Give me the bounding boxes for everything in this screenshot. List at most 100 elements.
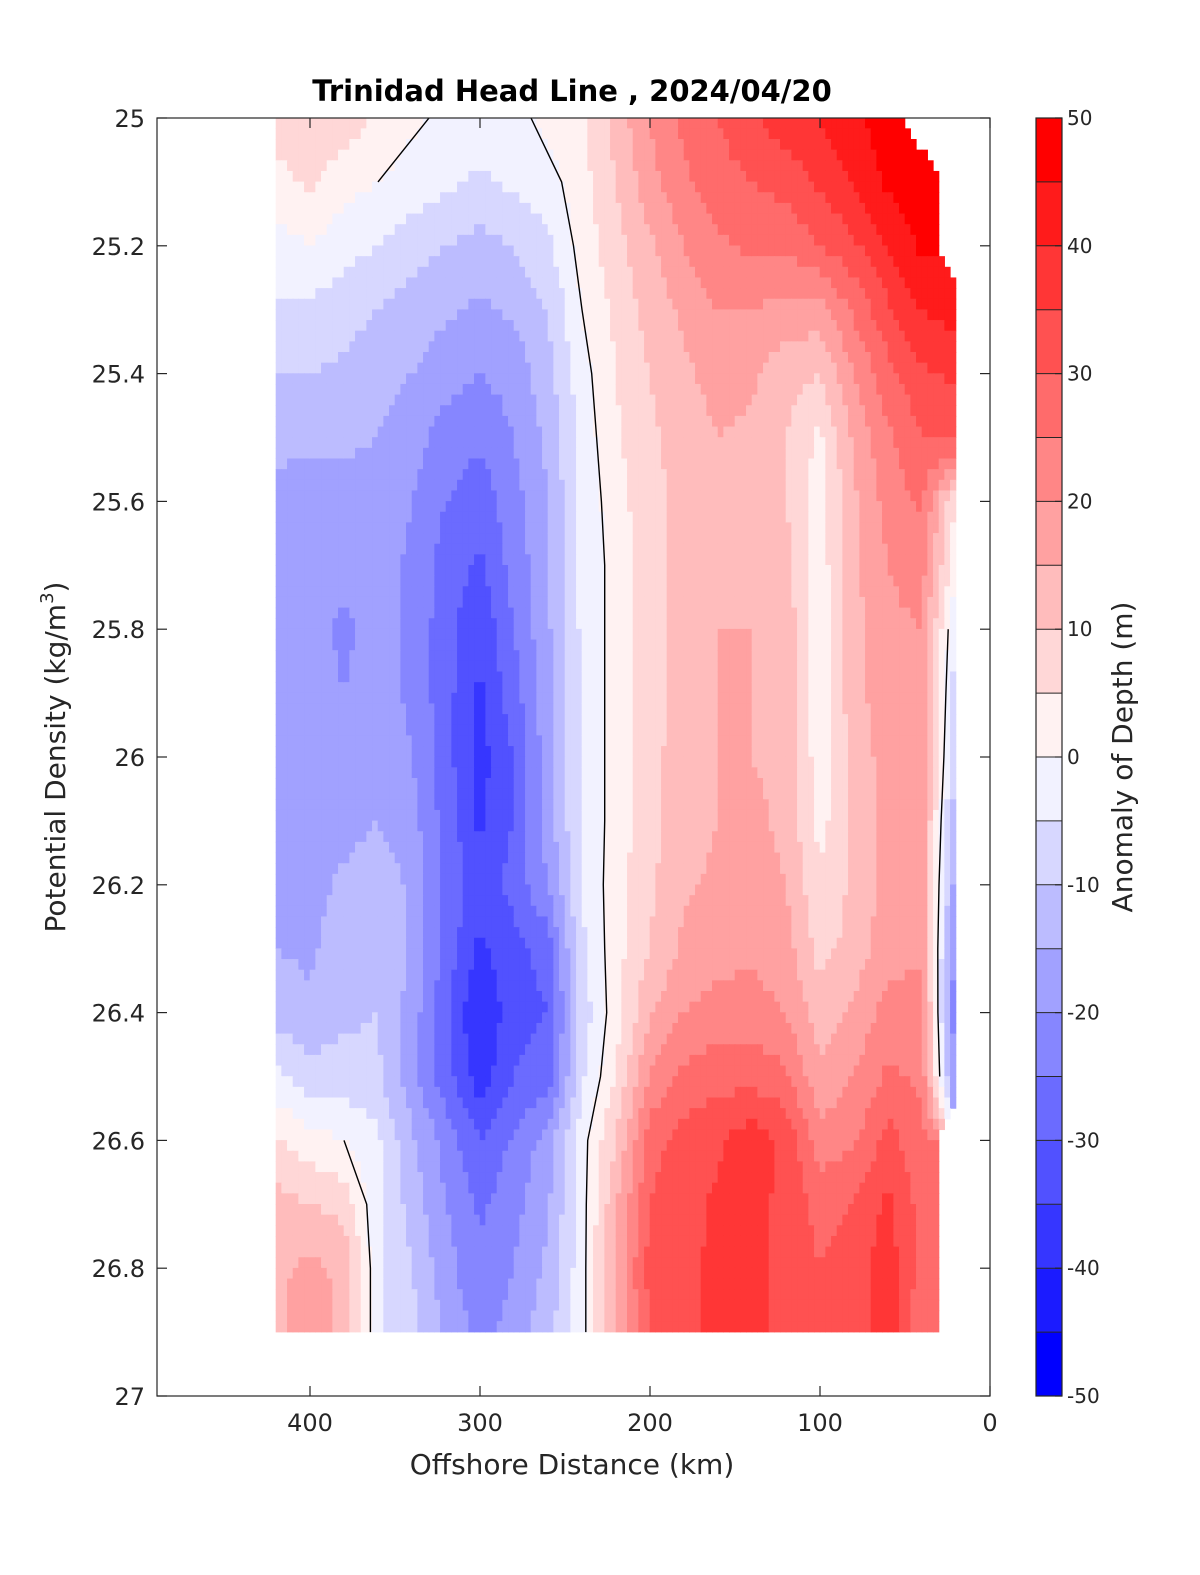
contour-cell [604, 415, 611, 428]
contour-cell [315, 501, 322, 513]
contour-cell [440, 394, 447, 406]
contour-cell [525, 330, 532, 342]
contour-cell [644, 362, 651, 374]
contour-cell [343, 277, 350, 289]
contour-cell [406, 511, 413, 523]
contour-cell [791, 309, 798, 321]
contour-cell [604, 277, 611, 289]
contour-cell [332, 320, 339, 332]
contour-cell [814, 320, 821, 332]
contour-cell [491, 213, 498, 225]
contour-cell [593, 245, 600, 257]
contour-cell [768, 288, 775, 300]
contour-cell [717, 341, 724, 353]
contour-cell [785, 181, 792, 193]
contour-cell [462, 181, 469, 193]
contour-cell [836, 458, 843, 470]
contour-cell [547, 522, 554, 534]
contour-cell [411, 373, 418, 385]
contour-cell [950, 341, 957, 353]
contour-cell [445, 533, 452, 545]
contour-cell [598, 394, 605, 406]
contour-cell [678, 543, 685, 555]
contour-cell [661, 181, 668, 193]
contour-cell [695, 543, 702, 555]
contour-cell [746, 192, 753, 204]
contour-cell [355, 490, 362, 502]
contour-cell [865, 181, 872, 193]
contour-cell [678, 458, 685, 470]
contour-cell [695, 341, 702, 353]
contour-cell [440, 118, 447, 129]
contour-cell [666, 458, 673, 470]
contour-cell [700, 160, 707, 172]
contour-cell [366, 458, 373, 470]
contour-cell [519, 554, 526, 566]
contour-cell [394, 543, 401, 555]
contour-cell [383, 511, 390, 523]
contour-cell [921, 533, 928, 545]
contour-cell [326, 160, 333, 172]
contour-cell [576, 394, 583, 406]
contour-cell [706, 309, 713, 321]
contour-cell [332, 309, 339, 321]
contour-cell [638, 373, 645, 385]
contour-cell [717, 362, 724, 374]
contour-cell [564, 234, 571, 247]
contour-cell [808, 320, 815, 332]
contour-cell [763, 224, 770, 236]
contour-cell [587, 415, 594, 428]
contour-cell [859, 320, 866, 332]
contour-cell [763, 511, 770, 523]
contour-cell [814, 309, 821, 321]
contour-cell [876, 224, 883, 236]
contour-cell [406, 245, 413, 257]
contour-cell [763, 394, 770, 406]
contour-cell [547, 458, 554, 470]
contour-cell [338, 415, 345, 428]
contour-cell [275, 224, 282, 236]
contour-cell [423, 170, 430, 183]
contour-cell [576, 128, 583, 140]
contour-cell [508, 256, 515, 268]
contour-cell [751, 139, 758, 151]
contour-cell [309, 149, 316, 161]
contour-cell [479, 501, 486, 513]
contour-cell [751, 118, 758, 129]
contour-cell [768, 394, 775, 406]
contour-cell [797, 181, 804, 193]
contour-cell [768, 426, 775, 438]
contour-cell [411, 245, 418, 257]
contour-cell [836, 554, 843, 566]
contour-cell [678, 501, 685, 513]
contour-cell [853, 192, 860, 204]
contour-cell [349, 373, 356, 385]
contour-cell [451, 479, 458, 492]
contour-cell [859, 128, 866, 140]
contour-cell [298, 118, 305, 129]
contour-cell [479, 511, 486, 523]
contour-cell [502, 490, 509, 502]
contour-cell [394, 277, 401, 289]
contour-cell [485, 383, 492, 396]
contour-cell [621, 309, 628, 321]
contour-cell [723, 266, 730, 279]
contour-cell [530, 224, 537, 236]
contour-cell [848, 554, 855, 566]
contour-cell [287, 234, 294, 247]
contour-cell [927, 352, 934, 364]
contour-cell [326, 149, 333, 161]
contour-cell [513, 288, 520, 300]
contour-cell [678, 192, 685, 204]
contour-cell [394, 405, 401, 417]
contour-cell [848, 352, 855, 364]
contour-cell [666, 383, 673, 396]
contour-cell [689, 447, 696, 460]
contour-cell [332, 213, 339, 225]
contour-cell [349, 170, 356, 183]
contour-cell [853, 224, 860, 236]
contour-cell [366, 118, 373, 129]
contour-cell [292, 309, 299, 321]
contour-cell [768, 256, 775, 268]
contour-cell [802, 139, 809, 151]
